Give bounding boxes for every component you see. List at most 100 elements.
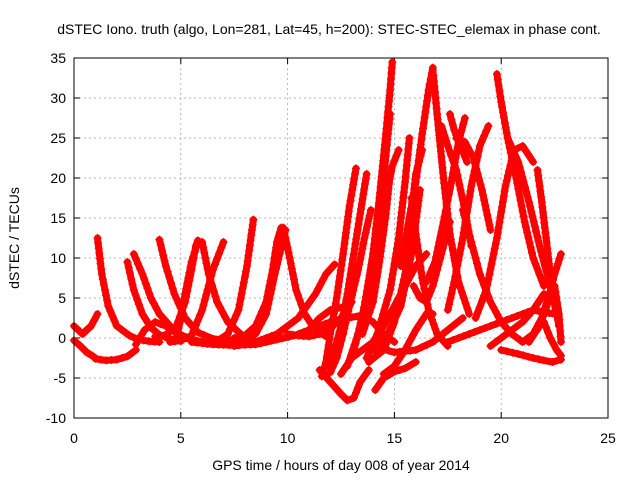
data-point [267,332,276,340]
data-point [256,320,265,328]
data-point [285,254,294,262]
data-point [428,315,436,324]
data-point [185,268,194,277]
data-point [200,296,209,304]
data-point [386,172,395,181]
data-point [451,272,460,281]
data-point [403,270,412,279]
data-point [525,198,533,206]
data-point [526,243,535,252]
data-point [342,228,350,237]
data-point [540,223,549,232]
data-point [82,348,91,357]
data-point [553,298,562,307]
series-29-markers [362,134,414,362]
data-point [181,290,190,298]
data-point [186,263,195,272]
data-point [243,256,252,265]
data-point [138,310,147,318]
data-point [491,239,500,248]
data-point [471,254,480,262]
data-point [540,307,549,316]
data-point [374,239,383,248]
data-point [262,310,271,318]
data-point [346,196,355,205]
data-point [499,192,508,201]
data-point [324,341,333,350]
data-point [138,270,147,278]
data-point [360,372,369,380]
data-point [330,304,339,313]
data-point [482,127,491,135]
data-point [392,151,401,160]
data-point [557,351,565,360]
data-point [112,322,121,330]
data-point [333,386,342,394]
data-point [522,188,531,196]
data-point [549,340,558,348]
data-point [263,305,272,313]
data-point [524,233,533,242]
data-point [384,183,392,192]
data-point [362,298,371,306]
data-point [379,310,387,319]
data-point [365,211,374,220]
data-point [245,246,254,255]
data-point [270,270,279,278]
data-point [140,326,149,334]
data-point [344,212,353,221]
data-point [275,250,284,259]
data-point [489,303,498,311]
data-point [398,251,407,260]
data-point [294,314,303,322]
data-point [481,201,490,209]
data-point [470,328,479,336]
data-point [288,330,297,339]
data-point [297,309,306,318]
data-point [455,181,464,189]
data-point [470,248,479,257]
data-point [268,280,277,288]
data-point [330,260,339,269]
data-point [475,302,484,311]
data-point [551,287,560,296]
data-point [491,308,500,316]
data-point [537,198,546,206]
series-1-line [70,336,99,362]
data-point [528,212,537,221]
data-point [418,130,427,138]
data-point [335,272,344,280]
data-point [497,346,506,354]
data-point [453,171,462,179]
data-point [350,281,359,290]
data-point [419,119,428,127]
data-point [346,270,355,278]
data-point [395,366,404,374]
data-point [411,358,420,366]
data-point [458,206,467,214]
data-point [215,249,224,258]
data-point [121,328,130,337]
data-point [350,340,359,349]
data-point [376,229,385,237]
data-point [211,292,220,301]
data-point [446,294,455,303]
data-point [145,322,154,330]
data-point [367,303,376,312]
data-point [173,329,182,337]
data-point [279,223,288,232]
y-tick-label: 30 [50,90,66,106]
data-point [177,308,186,316]
data-point [498,202,507,211]
data-point [553,260,562,268]
data-point [403,226,412,234]
data-point [464,227,473,236]
data-point [393,244,401,253]
data-point [525,338,533,346]
data-point [223,330,232,338]
data-point [439,218,448,226]
data-point [384,290,393,299]
x-tick-label: 25 [600,430,616,446]
data-point [390,338,399,346]
